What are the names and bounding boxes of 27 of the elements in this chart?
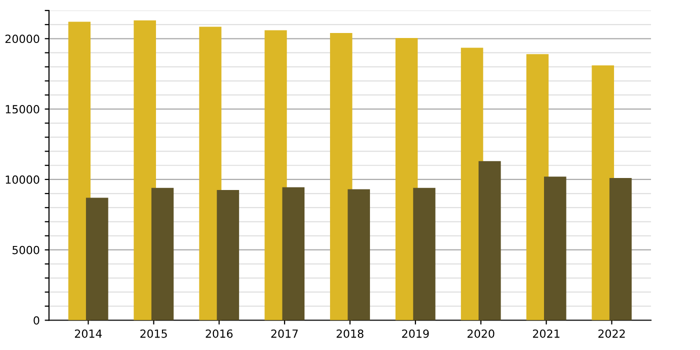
y-tick-label: 15000 (6, 105, 40, 114)
x-tick-label: 2018 (336, 329, 364, 338)
x-tick-label: 2021 (532, 329, 560, 338)
x-tick-label: 2020 (468, 329, 494, 338)
bar (609, 178, 632, 320)
y-tick-label: 0 (34, 316, 40, 325)
x-tick-label: 2015 (140, 329, 167, 338)
y-tick-label: 10000 (6, 175, 40, 184)
bar (151, 188, 174, 320)
x-tick-label: 2017 (271, 329, 298, 338)
x-tick-label: 2014 (74, 329, 102, 338)
bar (68, 22, 91, 320)
x-tick-label: 2016 (206, 329, 233, 338)
bar (413, 188, 436, 320)
x-tick-label: 2019 (402, 329, 429, 338)
bar (478, 161, 501, 320)
y-tick-label: 5000 (12, 246, 40, 254)
bar (216, 190, 240, 320)
bar (544, 176, 566, 320)
bar (199, 26, 222, 320)
bar (348, 189, 370, 320)
bar (134, 20, 156, 320)
y-tick-label: 20000 (5, 34, 40, 44)
bar (282, 187, 305, 320)
x-tick-label: 2022 (598, 329, 625, 338)
bar (264, 30, 287, 320)
bar (86, 198, 108, 320)
